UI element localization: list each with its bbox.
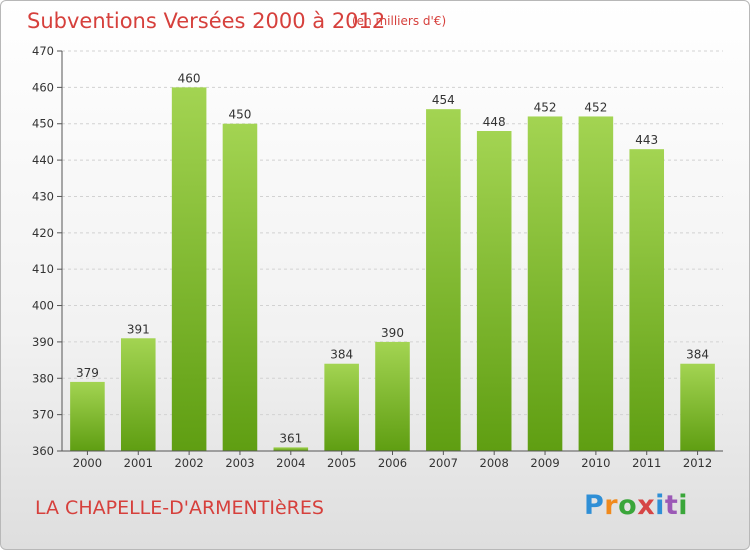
x-tick-label-2003: 2003: [225, 456, 254, 470]
bar-2008: [476, 131, 512, 451]
bar-2002: [171, 87, 207, 451]
y-tick-label: 380: [32, 371, 54, 385]
x-tick-label-2007: 2007: [429, 456, 458, 470]
value-label-2002: 460: [178, 71, 201, 85]
y-tick-label: 440: [32, 153, 54, 167]
value-label-2011: 443: [635, 133, 658, 147]
x-tick-label-2009: 2009: [530, 456, 559, 470]
x-tick-label-2010: 2010: [581, 456, 610, 470]
bar-2004: [273, 447, 309, 451]
value-label-2001: 391: [127, 322, 150, 336]
y-tick-label: 430: [32, 189, 54, 203]
x-tick-label-2004: 2004: [276, 456, 305, 470]
bar-2011: [629, 149, 665, 451]
y-tick-label: 460: [32, 80, 54, 94]
y-tick-label: 370: [32, 408, 54, 422]
value-label-2012: 384: [686, 348, 709, 362]
x-tick-label-2006: 2006: [378, 456, 407, 470]
value-label-2003: 450: [229, 108, 252, 122]
value-label-2000: 379: [76, 366, 99, 380]
y-tick-label: 470: [32, 44, 54, 58]
bar-2006: [375, 341, 410, 451]
x-tick-label-2002: 2002: [174, 456, 203, 470]
bar-2007: [426, 109, 461, 451]
chart-title: Subventions Versées 2000 à 2012: [27, 9, 386, 33]
chart-unit-note: (en milliers d'€): [352, 14, 447, 28]
y-tick-label: 420: [32, 226, 54, 240]
labels: 360 370 380 390 400 410 420 430 440 450 460 470 379 2…: [32, 44, 712, 470]
axes: [57, 50, 723, 455]
logo-letter: i: [655, 490, 665, 521]
x-tick-label-2012: 2012: [683, 456, 712, 470]
value-label-2008: 448: [483, 115, 506, 129]
bar-2010: [578, 116, 614, 452]
x-tick-label-2005: 2005: [327, 456, 356, 470]
value-label-2005: 384: [330, 348, 353, 362]
value-label-2009: 452: [534, 100, 557, 114]
logo-letter: t: [664, 490, 679, 521]
bars: [70, 87, 715, 452]
x-tick-label-2001: 2001: [124, 456, 153, 470]
logo-letter: r: [604, 490, 619, 521]
logo-letter: x: [637, 490, 656, 521]
value-label-2007: 454: [432, 93, 455, 107]
logo-letter: o: [618, 490, 638, 521]
bar-2001: [120, 338, 156, 451]
commune-name: LA CHAPELLE-D'ARMENTIèRES: [35, 497, 324, 519]
y-tick-label: 410: [32, 262, 54, 276]
bar-2012: [680, 363, 715, 451]
value-label-2010: 452: [584, 100, 607, 114]
bar-2005: [324, 363, 359, 451]
x-tick-label-2008: 2008: [480, 456, 509, 470]
y-tick-label: 360: [32, 444, 54, 458]
proxiti-logo[interactable]: Proxiti: [584, 490, 688, 521]
y-tick-label: 390: [32, 335, 54, 349]
bar-2009: [527, 116, 563, 452]
logo-letter: i: [678, 490, 689, 521]
logo-letter: P: [584, 490, 605, 521]
x-tick-label-2000: 2000: [73, 456, 102, 470]
y-tick-label: 450: [32, 117, 54, 131]
bar-2003: [222, 123, 258, 452]
value-label-2004: 361: [279, 431, 302, 445]
x-tick-label-2011: 2011: [632, 456, 661, 470]
bar-2000: [70, 381, 105, 451]
value-label-2006: 390: [381, 326, 404, 340]
y-tick-label: 400: [32, 299, 54, 313]
